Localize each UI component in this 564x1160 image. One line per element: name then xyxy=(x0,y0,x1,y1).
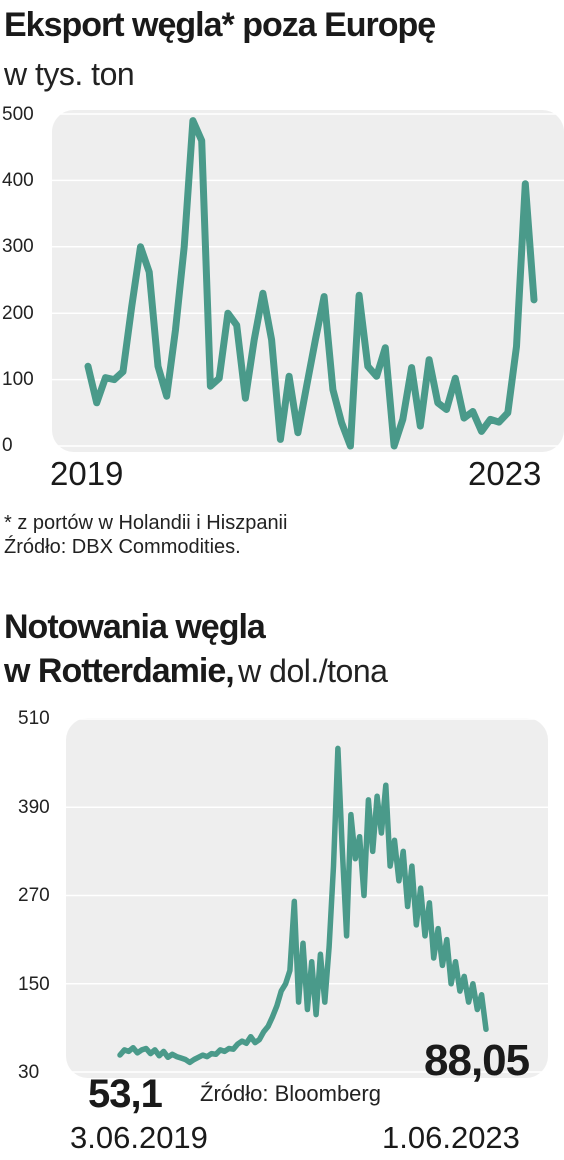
chart2-data-point xyxy=(305,1007,311,1013)
chart2-data-point xyxy=(444,937,450,943)
chart2-data-point xyxy=(231,1046,237,1052)
chart2-data-point xyxy=(156,1053,162,1059)
chart2-data-point xyxy=(366,797,372,803)
chart2-data-point xyxy=(400,849,406,855)
chart2-data-point xyxy=(483,1027,489,1033)
chart2-data-point xyxy=(379,830,385,836)
chart2-data-point xyxy=(335,746,341,752)
chart2-data-point xyxy=(300,941,306,947)
chart1-source: Źródło: DBX Commodities. xyxy=(4,536,241,558)
chart2-data-point xyxy=(248,1034,254,1040)
chart1-start-label: 2019 xyxy=(50,455,124,492)
chart1-ytick: 400 xyxy=(2,170,34,191)
chart2-data-point xyxy=(353,856,359,862)
chart2-data-point xyxy=(392,838,398,844)
chart2-data-point xyxy=(265,1024,271,1030)
chart2-data-point xyxy=(435,926,441,932)
chart2-series-line xyxy=(117,745,489,1066)
chart2-data-point xyxy=(117,1052,123,1058)
chart1-footnote: * z portów w Holandii i Hiszpanii xyxy=(4,512,288,534)
chart2-data-point xyxy=(348,812,354,818)
chart2-start-value: 53,1 xyxy=(88,1072,163,1116)
chart2-data-point xyxy=(257,1037,263,1043)
chart1-ytick: 200 xyxy=(2,303,34,324)
chart2-data-point xyxy=(309,959,315,965)
chart2-data-point xyxy=(418,885,424,891)
chart2-data-point xyxy=(339,845,345,851)
chart2-plot-background xyxy=(66,718,548,1078)
chart2-data-point xyxy=(361,893,367,899)
chart2-data-point xyxy=(270,1014,276,1020)
chart2-data-point xyxy=(387,863,393,869)
chart2-title-line1: Notowania węgla xyxy=(4,608,266,646)
chart2-data-point xyxy=(405,904,411,910)
chart2-data-point xyxy=(313,1012,319,1018)
chart2-data-point xyxy=(383,782,389,788)
chart2-ytick: 270 xyxy=(18,885,50,906)
chart2-end-value: 88,05 xyxy=(424,1036,530,1085)
chart2-data-point xyxy=(431,955,437,961)
chart2-data-point xyxy=(296,999,302,1005)
chart1-ytick: 300 xyxy=(2,236,34,257)
chart2-data-point xyxy=(440,963,446,969)
chart2-data-point xyxy=(148,1051,154,1057)
chart2-data-point xyxy=(466,999,472,1005)
chart2-data-point xyxy=(344,933,350,939)
chart2-data-point xyxy=(414,922,420,928)
chart2-data-point xyxy=(261,1029,267,1035)
chart2-ytick: 390 xyxy=(18,797,50,818)
chart1-series-line xyxy=(84,117,538,450)
chart2-title-row2: w Rotterdamie, w dol./tona xyxy=(4,652,388,690)
chart2-data-point xyxy=(396,878,402,884)
chart2-start-date: 3.06.2019 xyxy=(70,1120,208,1155)
chart2-data-point xyxy=(278,988,284,994)
chart2-data-point xyxy=(422,933,428,939)
chart2-title-line2: w Rotterdamie, xyxy=(4,652,235,690)
chart2-end-date: 1.06.2023 xyxy=(382,1120,520,1155)
chart2-data-point xyxy=(287,968,293,974)
chart2-ytick: 510 xyxy=(18,708,50,729)
chart2-data-point xyxy=(453,959,459,965)
chart2-data-point xyxy=(470,981,476,987)
chart2-ytick: 30 xyxy=(18,1062,40,1083)
chart1-svg xyxy=(52,113,564,450)
chart2-data-point xyxy=(370,849,376,855)
chart2-data-point xyxy=(130,1045,136,1051)
chart2-data-point xyxy=(461,974,467,980)
chart2-data-point xyxy=(292,899,298,905)
chart2-data-point xyxy=(213,1052,219,1058)
chart2-data-point xyxy=(326,944,332,950)
chart1-title: Eksport węgla* poza Europę xyxy=(4,6,436,44)
chart1-end-label: 2023 xyxy=(468,455,542,492)
chart2-data-point xyxy=(331,863,337,869)
chart2-data-point xyxy=(457,988,463,994)
chart2-data-point xyxy=(322,999,328,1005)
chart2-data-point xyxy=(427,900,433,906)
chart2-data-point xyxy=(357,834,363,840)
chart2-data-point xyxy=(283,981,289,987)
chart2-data-point xyxy=(479,992,485,998)
chart1-ytick: 500 xyxy=(2,104,34,125)
chart2-data-point xyxy=(374,793,380,799)
chart2-data-point xyxy=(448,981,454,987)
chart2-data-point xyxy=(161,1049,167,1055)
chart2-ytick: 150 xyxy=(18,974,50,995)
chart2-data-point xyxy=(475,1007,481,1013)
chart2-unit: w dol./tona xyxy=(238,653,388,689)
chart2-data-point xyxy=(274,1003,280,1009)
chart2-source: Źródło: Bloomberg xyxy=(200,1081,381,1106)
chart2-data-point xyxy=(143,1046,149,1052)
chart1-ytick: 0 xyxy=(2,435,13,456)
chart2-data-point xyxy=(244,1041,250,1047)
chart2-data-point xyxy=(152,1047,158,1053)
chart2-data-point xyxy=(318,952,324,958)
chart1-unit: w tys. ton xyxy=(4,56,135,92)
chart2-data-point xyxy=(409,863,415,869)
chart1-ytick: 100 xyxy=(2,369,34,390)
chart2-data-point xyxy=(126,1049,132,1055)
